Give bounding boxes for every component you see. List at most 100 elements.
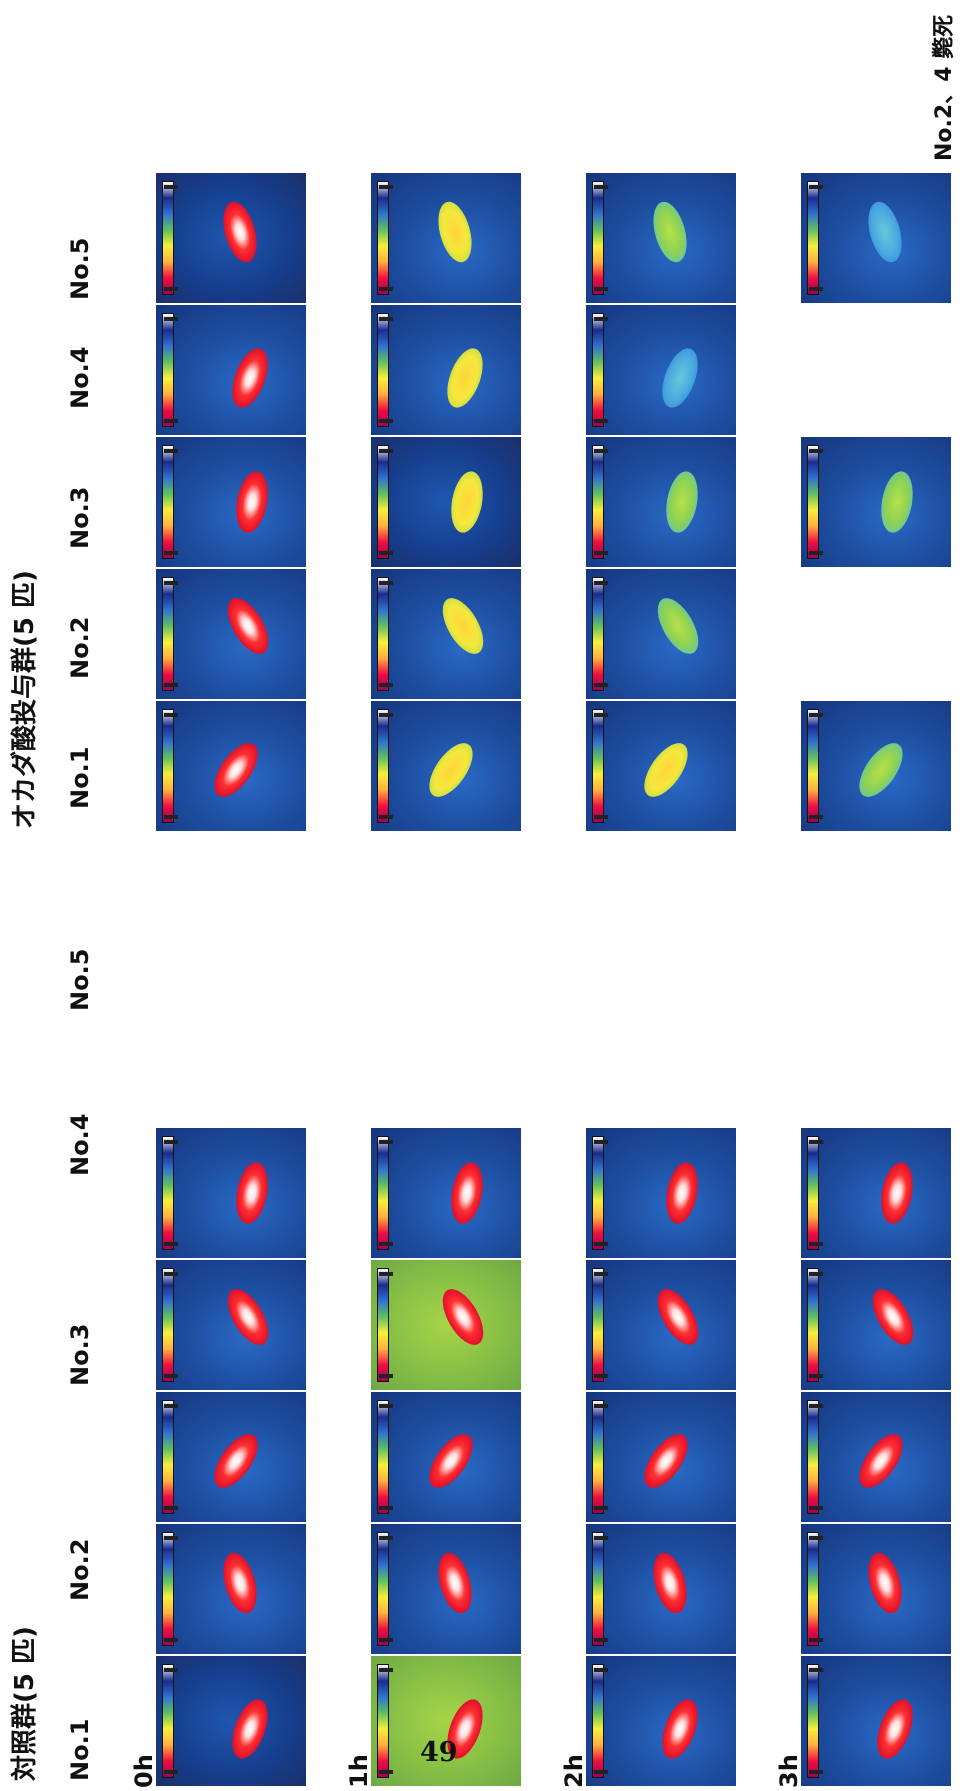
control-thermal-image [156, 1392, 306, 1522]
temperature-scale-bar [162, 313, 178, 427]
temperature-scale-bar [162, 445, 178, 559]
temperature-scale-bar [162, 181, 178, 295]
scale-end-marker [809, 1770, 823, 1774]
time-label-0h: 0h [130, 1754, 158, 1788]
scale-end-marker [379, 683, 393, 687]
scale-end-marker [809, 713, 823, 717]
scale-end-marker [594, 1242, 608, 1246]
scale-end-marker [594, 1770, 608, 1774]
treatment-group-title: オカダ酸投与群(5 匹) [10, 570, 40, 829]
scale-end-marker [594, 551, 608, 555]
treatment-thermal-image [586, 569, 736, 699]
scale-end-marker [809, 185, 823, 189]
scale-end-marker [809, 1404, 823, 1408]
control-thermal-image [371, 1260, 521, 1390]
scale-end-marker [164, 683, 178, 687]
mouse-thermal-silhouette [850, 736, 912, 804]
treatment-no1-label: No.1 [66, 746, 94, 809]
treatment-thermal-image [156, 701, 306, 831]
scale-end-marker [379, 449, 393, 453]
scale-end-marker [379, 185, 393, 189]
temperature-scale-bar [807, 1268, 823, 1382]
mouse-thermal-silhouette [225, 343, 275, 413]
scale-end-marker [379, 1536, 393, 1540]
temperature-scale-bar [592, 313, 608, 427]
temperature-scale-bar [592, 181, 608, 295]
mouse-thermal-silhouette [635, 1427, 697, 1495]
treatment-no5-label: No.5 [66, 237, 94, 300]
mouse-thermal-silhouette [661, 468, 703, 536]
treatment-thermal-image [371, 437, 521, 567]
time-label-3h: 3h [775, 1754, 803, 1788]
control-group-title: 対照群(5 匹) [10, 1626, 40, 1781]
temperature-scale-bar [807, 1664, 823, 1778]
scale-end-marker [379, 1374, 393, 1378]
control-thermal-image [156, 1128, 306, 1258]
scale-end-marker [594, 1374, 608, 1378]
treatment-thermal-image [371, 569, 521, 699]
scale-end-marker [379, 551, 393, 555]
mouse-thermal-silhouette [231, 1159, 273, 1227]
scale-end-marker [164, 1770, 178, 1774]
treatment-thermal-image [156, 437, 306, 567]
mouse-thermal-silhouette [432, 1549, 478, 1617]
scale-end-marker [379, 287, 393, 291]
scale-end-marker [379, 1140, 393, 1144]
mouse-thermal-silhouette [446, 1159, 488, 1227]
temperature-scale-bar [807, 445, 823, 559]
temperature-scale-bar [162, 1136, 178, 1250]
scale-end-marker [379, 1242, 393, 1246]
control-thermal-image [801, 1392, 951, 1522]
mouse-thermal-silhouette [876, 468, 918, 536]
mouse-thermal-silhouette [434, 1282, 492, 1352]
control-thermal-image [801, 1656, 951, 1786]
temperature-scale-bar [377, 181, 393, 295]
scale-end-marker [379, 1272, 393, 1276]
temperature-scale-bar [377, 1532, 393, 1646]
temperature-scale-bar [592, 1136, 608, 1250]
temperature-scale-bar [592, 1664, 608, 1778]
treatment-thermal-image [371, 701, 521, 831]
scale-end-marker [164, 185, 178, 189]
scale-end-marker [809, 1638, 823, 1642]
treatment-thermal-image [371, 305, 521, 435]
mouse-thermal-silhouette [219, 1282, 277, 1352]
scale-end-marker [164, 1668, 178, 1672]
mouse-thermal-silhouette [850, 1427, 912, 1495]
temperature-scale-bar [807, 1532, 823, 1646]
scale-end-marker [164, 1404, 178, 1408]
scale-end-marker [164, 551, 178, 555]
mouse-thermal-silhouette [219, 591, 277, 661]
temperature-scale-bar [592, 709, 608, 823]
temperature-scale-bar [807, 1136, 823, 1250]
treatment-thermal-image [586, 173, 736, 303]
mouse-thermal-silhouette [446, 468, 488, 536]
mouse-thermal-silhouette [420, 1427, 482, 1495]
treatment-thermal-image [586, 437, 736, 567]
temperature-scale-bar [162, 577, 178, 691]
control-thermal-image [586, 1260, 736, 1390]
control-thermal-image [801, 1524, 951, 1654]
mouse-thermal-silhouette [440, 343, 490, 413]
scale-end-marker [594, 683, 608, 687]
temperature-scale-bar [807, 709, 823, 823]
scale-end-marker [809, 1536, 823, 1540]
mouse-thermal-silhouette [870, 1694, 920, 1764]
treatment-thermal-image [801, 701, 951, 831]
mouse-thermal-silhouette [225, 1694, 275, 1764]
scale-end-marker [379, 1506, 393, 1510]
scale-end-marker [164, 1638, 178, 1642]
control-thermal-image [371, 1128, 521, 1258]
scale-end-marker [379, 581, 393, 585]
treatment-thermal-image [586, 305, 736, 435]
mouse-thermal-silhouette [655, 343, 705, 413]
scale-end-marker [164, 1536, 178, 1540]
scale-end-marker [164, 419, 178, 423]
scale-end-marker [809, 449, 823, 453]
control-thermal-image [586, 1524, 736, 1654]
control-no1-label: No.1 [66, 1718, 94, 1781]
temperature-scale-bar [592, 445, 608, 559]
scale-end-marker [594, 1536, 608, 1540]
scale-end-marker [809, 287, 823, 291]
